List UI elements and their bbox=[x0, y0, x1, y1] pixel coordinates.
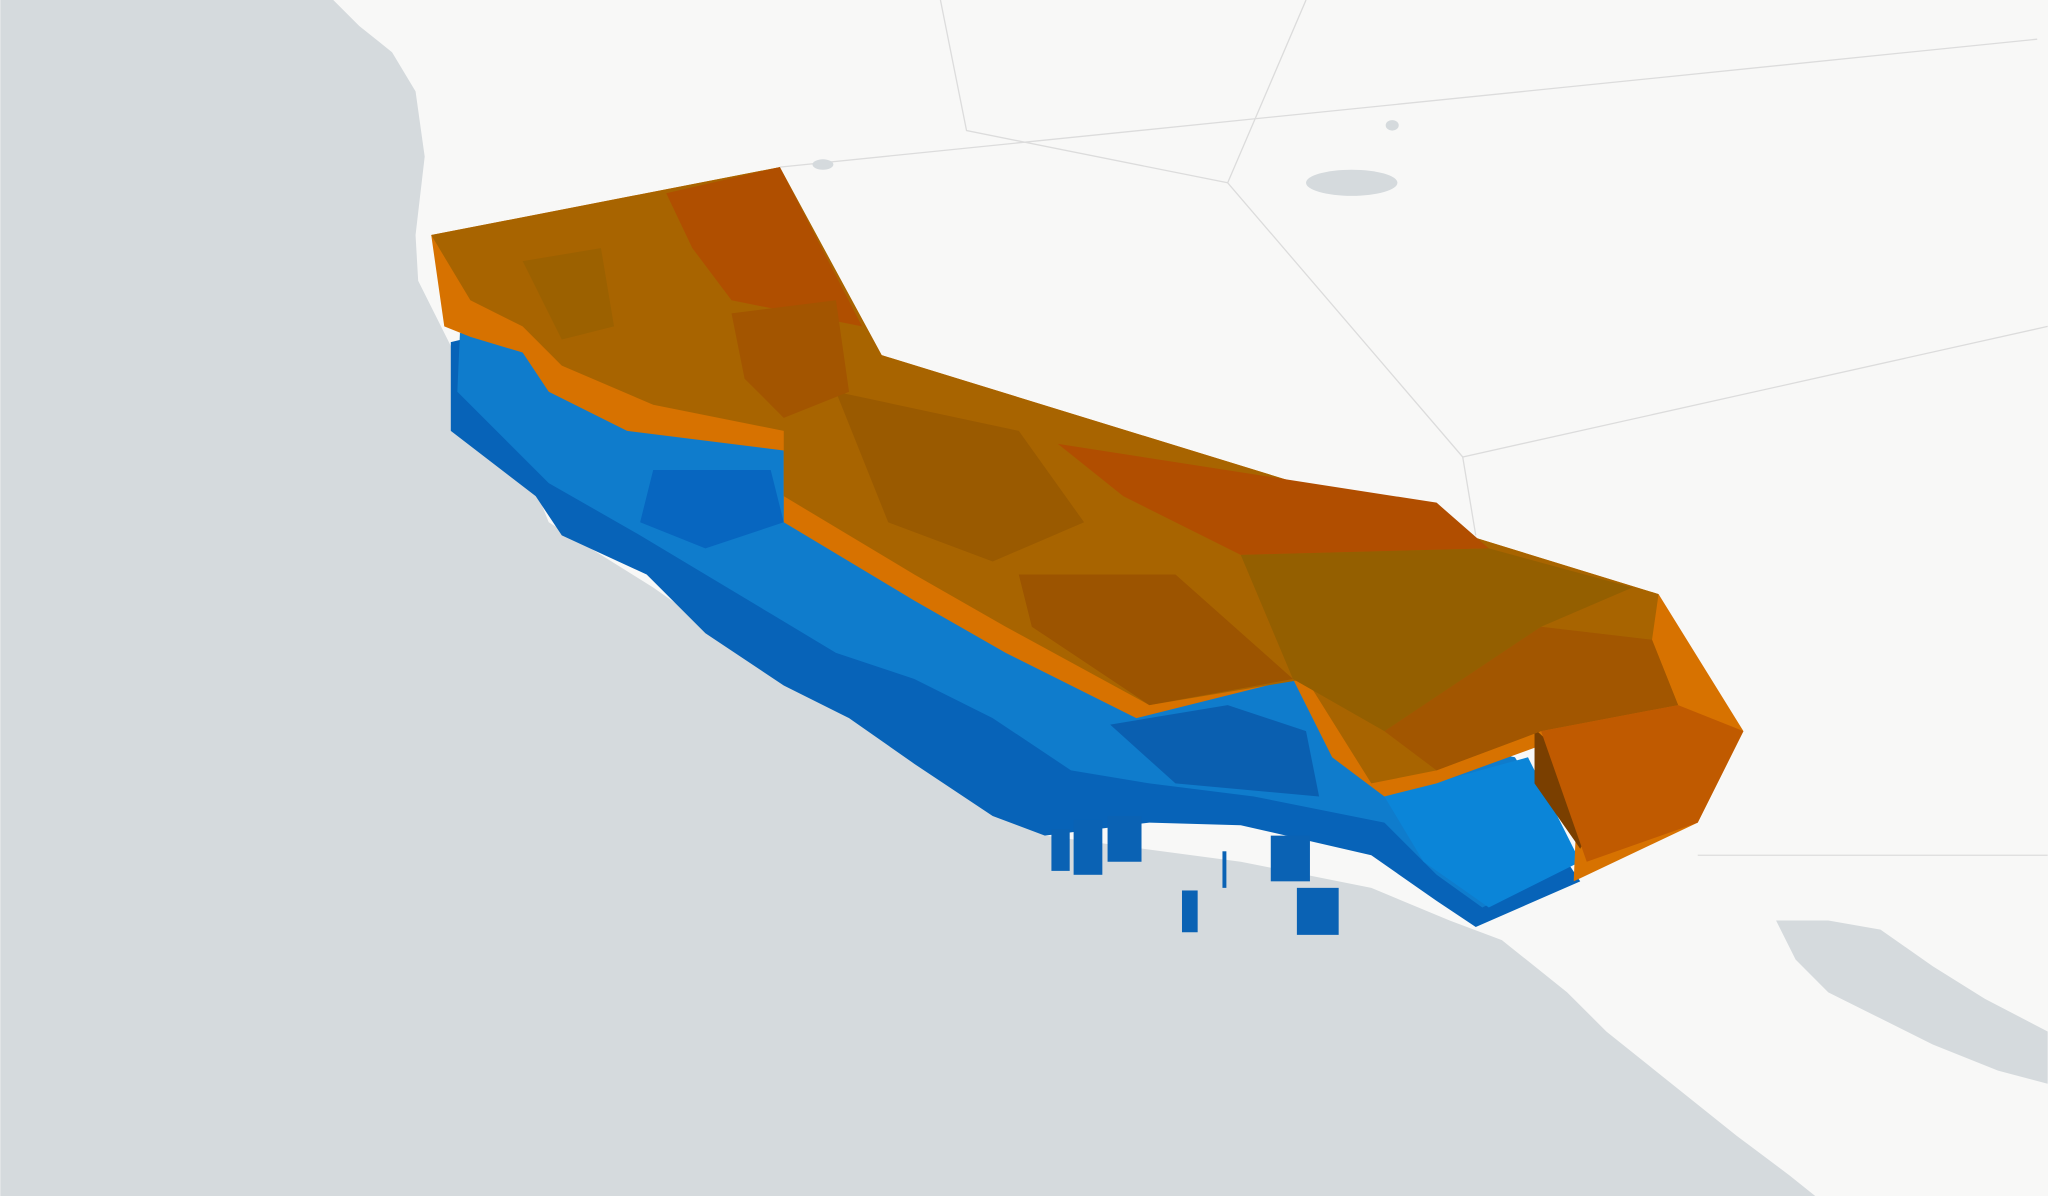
gulf bbox=[1776, 920, 2048, 1084]
island bbox=[1051, 829, 1070, 871]
county-top-blue bbox=[640, 470, 784, 549]
county-top bbox=[666, 167, 863, 327]
lake bbox=[1385, 120, 1399, 131]
border-line bbox=[1462, 456, 1477, 536]
county-top-blue bbox=[1384, 757, 1581, 908]
island bbox=[1222, 851, 1227, 888]
island bbox=[1270, 835, 1310, 882]
lake bbox=[812, 159, 834, 170]
islands bbox=[1051, 816, 1339, 935]
county-top bbox=[731, 300, 850, 418]
island bbox=[1073, 819, 1103, 875]
county-top bbox=[1057, 443, 1489, 555]
county-top bbox=[1384, 626, 1679, 771]
border-line bbox=[939, 0, 1307, 184]
ocean bbox=[0, 0, 1816, 1196]
island bbox=[1181, 890, 1198, 933]
borders bbox=[779, 0, 2048, 856]
island bbox=[1296, 887, 1339, 935]
county-top bbox=[1541, 705, 1744, 862]
county-top bbox=[835, 391, 1085, 562]
border-line bbox=[779, 38, 2038, 168]
county-top bbox=[1240, 548, 1633, 732]
lake bbox=[1306, 169, 1398, 196]
county-top bbox=[1018, 574, 1293, 706]
island bbox=[1107, 816, 1142, 862]
lakes bbox=[812, 120, 1399, 196]
county-top-blue bbox=[1110, 705, 1320, 797]
county-top bbox=[522, 248, 615, 340]
